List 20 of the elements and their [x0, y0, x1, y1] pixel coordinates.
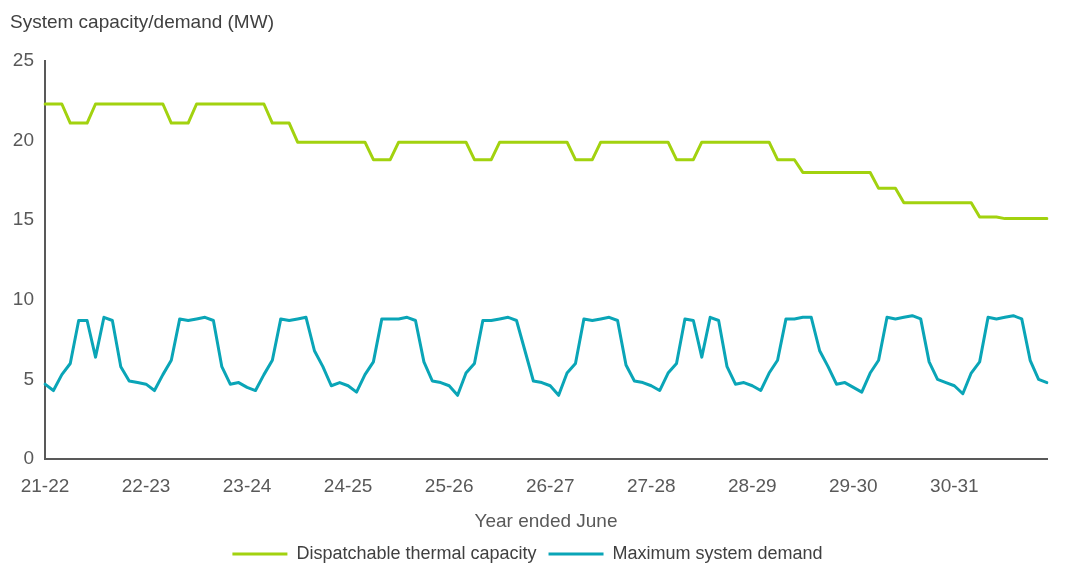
legend-label: Maximum system demand [612, 542, 823, 563]
y-axis-title: System capacity/demand (MW) [10, 10, 274, 34]
y-tick-label: 25 [12, 49, 34, 71]
x-tick-label: 26-27 [525, 474, 575, 496]
x-tick-label: 23-24 [222, 474, 272, 496]
x-tick-label: 27-28 [626, 474, 676, 496]
legend-label: Dispatchable thermal capacity [296, 542, 537, 563]
y-tick-label: 5 [23, 367, 34, 389]
x-tick-label: 22-23 [121, 474, 171, 496]
x-tick-label: 29-30 [829, 474, 878, 496]
y-tick-label: 0 [23, 447, 34, 469]
x-tick-label: 30-31 [930, 474, 979, 496]
x-tick-label: 28-29 [727, 474, 777, 496]
y-tick-label: 20 [12, 128, 34, 150]
y-tick-label: 15 [12, 208, 34, 230]
x-tick-label: 25-26 [424, 474, 474, 496]
x-tick-label: 21-22 [20, 474, 70, 496]
x-tick-label: 24-25 [323, 474, 373, 496]
y-tick-label: 10 [12, 288, 34, 310]
x-axis-title: Year ended June [474, 509, 618, 531]
